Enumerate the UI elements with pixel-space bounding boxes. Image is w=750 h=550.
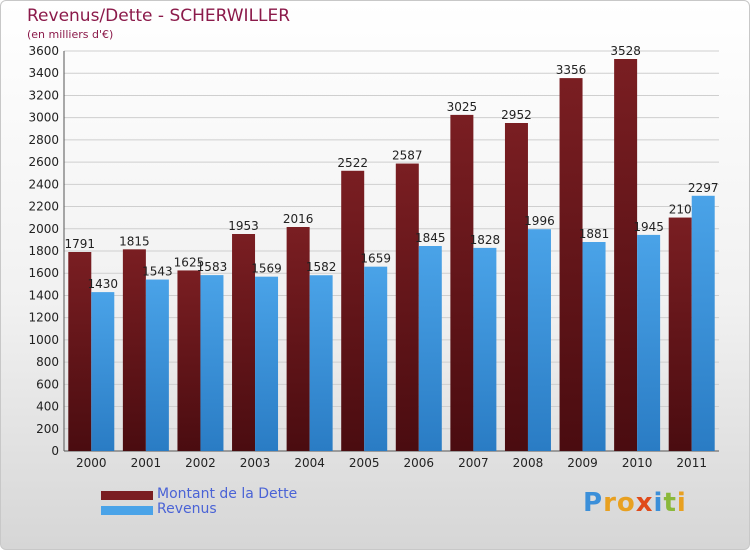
dette-bar xyxy=(286,227,310,451)
revenus-bar xyxy=(364,266,388,451)
revenus-value-label: 1569 xyxy=(251,262,282,276)
dette-bar xyxy=(232,234,256,451)
logo-letter: P xyxy=(583,488,604,518)
dette-bar xyxy=(122,249,146,451)
x-tick-label: 2011 xyxy=(676,456,707,470)
legend-swatch-revenus xyxy=(101,506,153,515)
y-tick-label: 1000 xyxy=(28,333,59,347)
revenus-bar xyxy=(91,292,115,451)
dette-value-label: 2522 xyxy=(337,156,368,170)
x-tick-label: 2004 xyxy=(294,456,325,470)
y-tick-label: 800 xyxy=(36,355,59,369)
revenus-value-label: 1430 xyxy=(88,277,119,291)
dette-value-label: 3528 xyxy=(610,44,641,58)
y-tick-label: 1400 xyxy=(28,288,59,302)
dette-bar xyxy=(395,163,419,452)
dette-value-label: 3025 xyxy=(447,100,478,114)
x-tick-label: 2006 xyxy=(404,456,435,470)
revenus-bar xyxy=(527,229,551,451)
revenus-value-label: 1996 xyxy=(524,214,555,228)
dette-bar xyxy=(341,170,365,451)
logo-letter: t xyxy=(663,488,677,518)
revenus-value-label: 1659 xyxy=(360,252,391,266)
dette-value-label: 2016 xyxy=(283,212,314,226)
y-tick-label: 2400 xyxy=(28,177,59,191)
revenus-bar xyxy=(473,247,497,451)
dette-bar xyxy=(559,78,583,451)
x-tick-label: 2005 xyxy=(349,456,380,470)
y-tick-label: 600 xyxy=(36,377,59,391)
x-tick-label: 2008 xyxy=(513,456,544,470)
revenus-value-label: 1583 xyxy=(197,260,228,274)
dette-bar xyxy=(504,123,528,451)
revenus-bar xyxy=(309,275,333,451)
revenus-value-label: 1881 xyxy=(579,227,610,241)
dette-value-label: 1815 xyxy=(119,234,150,248)
dette-bar xyxy=(614,59,638,451)
x-tick-label: 2009 xyxy=(567,456,598,470)
logo-letter: i xyxy=(653,488,664,518)
logo-letter: o xyxy=(616,488,636,518)
dette-bar xyxy=(450,114,474,451)
revenus-value-label: 1582 xyxy=(306,260,337,274)
revenus-bar xyxy=(637,234,661,451)
dette-value-label: 2587 xyxy=(392,149,423,163)
chart-title: Revenus/Dette - SCHERWILLER xyxy=(27,6,291,26)
revenus-bar xyxy=(255,276,279,451)
revenus-value-label: 1543 xyxy=(142,265,173,279)
dette-bar xyxy=(68,252,92,451)
y-tick-label: 400 xyxy=(36,400,59,414)
dette-value-label: 210 xyxy=(669,203,692,217)
revenus-bar xyxy=(200,275,224,451)
y-tick-label: 3200 xyxy=(28,88,59,102)
y-tick-label: 0 xyxy=(51,444,59,458)
y-tick-label: 2800 xyxy=(28,133,59,147)
y-tick-label: 3000 xyxy=(28,111,59,125)
y-tick-label: 3400 xyxy=(28,66,59,80)
revenus-bar xyxy=(582,242,606,451)
revenus-bar xyxy=(145,279,169,451)
dette-bar xyxy=(668,217,692,451)
x-tick-label: 2010 xyxy=(622,456,653,470)
legend-label-dette: Montant de la Dette xyxy=(157,486,298,502)
revenus-bar xyxy=(418,246,442,451)
y-tick-label: 1200 xyxy=(28,311,59,325)
dette-value-label: 1953 xyxy=(228,219,259,233)
dette-value-label: 1625 xyxy=(174,255,205,269)
x-tick-label: 2003 xyxy=(240,456,271,470)
x-tick-label: 2001 xyxy=(131,456,162,470)
y-tick-label: 200 xyxy=(36,422,59,436)
y-tick-label: 2600 xyxy=(28,155,59,169)
legend-label-revenus: Revenus xyxy=(157,501,217,517)
proxiti-logo: Proxiti xyxy=(583,488,687,518)
chart-subtitle: (en milliers d'€) xyxy=(27,28,114,41)
dette-bar xyxy=(177,270,201,451)
y-tick-label: 2200 xyxy=(28,200,59,214)
x-tick-label: 2007 xyxy=(458,456,489,470)
logo-letter: x xyxy=(635,488,654,518)
x-tick-label: 2000 xyxy=(76,456,107,470)
logo-letter: i xyxy=(676,488,687,518)
logo-letter: r xyxy=(603,488,617,518)
legend-swatch-dette xyxy=(101,491,153,500)
y-tick-label: 1600 xyxy=(28,266,59,280)
revenus-value-label: 1828 xyxy=(470,233,501,247)
revenus-bar xyxy=(691,195,715,451)
x-tick-label: 2002 xyxy=(185,456,216,470)
dette-value-label: 3356 xyxy=(556,63,587,77)
y-tick-label: 3600 xyxy=(28,44,59,58)
revenus-value-label: 2297 xyxy=(688,181,719,195)
dette-value-label: 2952 xyxy=(501,108,532,122)
revenus-value-label: 1845 xyxy=(415,231,446,245)
y-tick-label: 1800 xyxy=(28,244,59,258)
y-tick-label: 2000 xyxy=(28,222,59,236)
revenus-value-label: 1945 xyxy=(633,220,664,234)
dette-value-label: 1791 xyxy=(65,237,96,251)
